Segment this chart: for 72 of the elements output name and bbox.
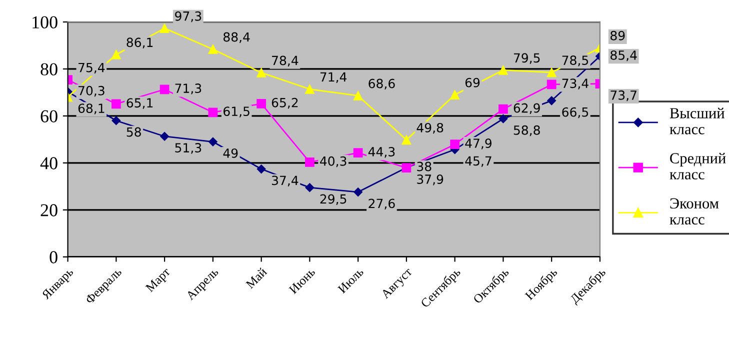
data-label: 85,4 [610,50,637,62]
data-label: 88,4 [224,32,250,44]
data-label: 65,2 [272,98,298,109]
data-label: 71,4 [320,72,347,83]
point [305,158,314,167]
data-label: 37,4 [272,176,298,186]
data-label: 37,9 [417,174,444,186]
data-label: 78,5 [562,56,588,66]
data-label: 89 [610,30,625,40]
data-label: 62,9 [514,103,540,114]
data-label: 73,4 [562,78,588,90]
legend-label: Средний класс [670,152,726,180]
point [450,140,460,150]
data-label: 58 [126,127,141,137]
y-tick-label: 60 [40,110,58,122]
point [160,84,170,94]
point [256,164,266,174]
y-tick-label: 100 [32,16,58,28]
point [256,99,266,108]
data-label: 27,6 [368,198,395,210]
legend-label: Высший класс [670,108,724,134]
data-label: 71,3 [175,84,202,94]
point [112,116,121,126]
point [450,90,460,100]
data-label: 66,5 [562,107,588,118]
data-label: 69 [465,78,480,88]
point [208,44,218,54]
point [111,99,121,109]
point [498,65,508,75]
data-label: 40,3 [320,156,346,168]
data-label: 75,4 [78,62,105,74]
data-label: 68,1 [78,104,104,114]
data-label: 29,5 [320,194,346,205]
data-label: 44,3 [368,146,395,158]
data-label: 68,6 [368,78,395,90]
y-tick-label: 20 [40,204,58,216]
data-label: 73,7 [610,90,636,102]
point [546,68,556,78]
data-label: 49 [223,148,238,158]
data-label: 70,3 [78,86,104,97]
data-label: 51,3 [175,143,202,154]
point [353,148,363,158]
data-label: 58,8 [514,125,540,136]
y-tick-label: 40 [40,157,58,170]
data-label: 45,7 [465,156,492,167]
data-label: 97,3 [175,11,202,22]
point [160,24,170,33]
point [354,188,363,196]
data-label: 79,5 [514,53,540,64]
data-label: 47,9 [465,138,492,150]
point [256,68,266,78]
data-label: 49,8 [416,122,444,134]
point [208,108,218,118]
y-tick-label: 0 [50,251,58,264]
point [402,135,412,145]
data-label: 61,5 [224,106,250,118]
point [498,104,508,114]
legend-label: Эконом класс [670,198,719,225]
data-label: 65,1 [126,98,153,109]
point [546,80,556,90]
point [208,137,218,146]
data-label: 38 [417,162,432,172]
point [498,114,508,124]
point [353,91,363,100]
y-tick-label: 80 [40,63,58,76]
point [547,96,556,106]
point [305,84,314,94]
point [305,183,314,192]
point [111,50,121,60]
data-label: 78,4 [272,56,298,66]
data-label: 86,1 [126,38,153,48]
point [160,132,170,141]
